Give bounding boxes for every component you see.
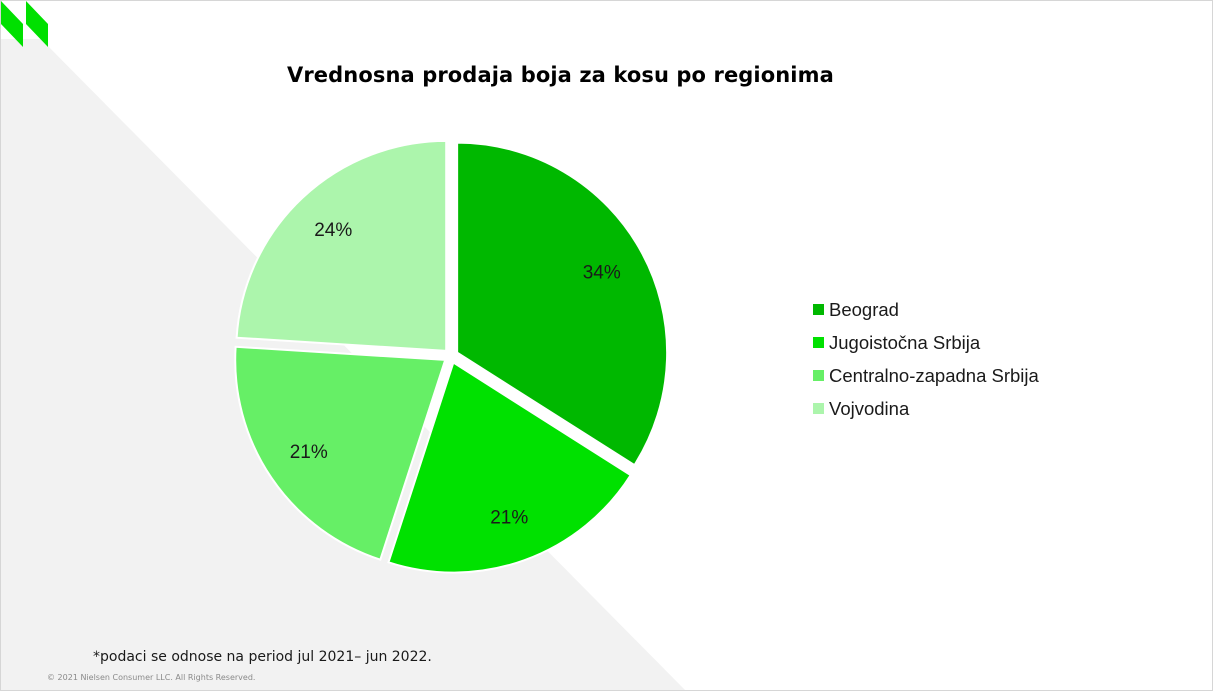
chart-legend: Beograd Jugoistočna Srbija Centralno-zapad… — [813, 293, 1039, 425]
legend-item-beograd: Beograd — [813, 293, 1039, 326]
logo-stripe-left — [1, 1, 23, 47]
pie-slice-labels: 34% 21% 21% 24% — [290, 220, 621, 528]
legend-swatch — [813, 304, 824, 315]
pie-slices — [234, 139, 669, 574]
legend-item-centralno-zapadna-srbija: Centralno-zapadna Srbija — [813, 359, 1039, 392]
legend-item-jugoistocna-srbija: Jugoistočna Srbija — [813, 326, 1039, 359]
copyright-notice: © 2021 Nielsen Consumer LLC. All Rights … — [47, 673, 256, 682]
legend-item-vojvodina: Vojvodina — [813, 392, 1039, 425]
legend-label: Beograd — [829, 298, 899, 320]
footnote: *podaci se odnose na period jul 2021– ju… — [93, 649, 432, 665]
legend-label: Vojvodina — [829, 397, 910, 419]
chart-title: Vrednosna prodaja boja za kosu po region… — [287, 63, 834, 87]
legend-swatch — [813, 337, 824, 348]
legend-swatch — [813, 370, 824, 381]
pie-slice-beograd — [456, 141, 669, 467]
legend-label: Jugoistočna Srbija — [829, 331, 981, 353]
slice-label-centralno-zapadna-srbija: 21% — [290, 442, 328, 463]
legend-label: Centralno-zapadna Srbija — [829, 364, 1039, 386]
slice-label-beograd: 34% — [583, 263, 621, 284]
pie-slice-vojvodina — [235, 139, 448, 352]
pie-slice-jugoistocna-srbija — [387, 361, 633, 574]
logo-stripe-right — [26, 1, 48, 47]
pie-slice-centralno-zapadna-srbija — [234, 345, 447, 561]
nielsen-logo-icon — [1, 1, 48, 47]
legend-swatch — [813, 403, 824, 414]
slice-label-jugoistocna-srbija: 21% — [490, 507, 528, 528]
slice-label-vojvodina: 24% — [314, 220, 352, 241]
